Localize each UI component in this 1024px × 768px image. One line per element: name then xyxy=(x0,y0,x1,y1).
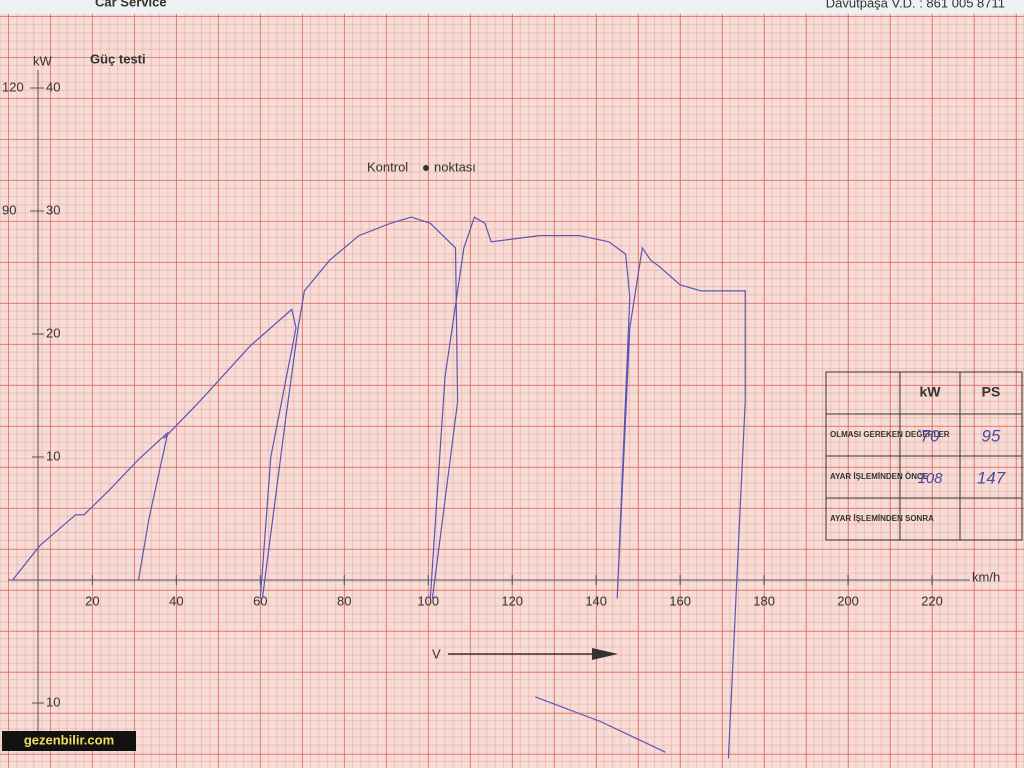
annotation: noktası xyxy=(434,159,476,174)
y-axis-label: kW xyxy=(33,53,53,68)
cell: 70 xyxy=(921,426,940,445)
power-curve xyxy=(12,216,746,759)
x-tick-label: 140 xyxy=(585,593,607,608)
cell: 108 xyxy=(917,470,943,487)
watermark: gezenbilir.com xyxy=(24,732,114,747)
annotation: Kontrol xyxy=(367,159,408,174)
y-tick-label: 40 xyxy=(46,79,60,94)
y-tick-label: 20 xyxy=(46,325,60,340)
y-tick-label: 10 xyxy=(46,448,60,463)
x-tick-label: 120 xyxy=(501,593,523,608)
x-tick-label: 100 xyxy=(417,593,439,608)
x-tick-label: 160 xyxy=(669,593,691,608)
x-tick-label: 200 xyxy=(837,593,859,608)
x-tick-label: 180 xyxy=(753,593,775,608)
annotation: V xyxy=(432,646,441,661)
header-left: Car Service xyxy=(95,0,167,9)
header-strip xyxy=(0,0,1024,14)
row-label: OLMASI GEREKEN DEĞERLER xyxy=(830,430,950,439)
watermark-bg xyxy=(2,731,136,751)
x-tick-label: 60 xyxy=(253,593,267,608)
y-tick-label: 10 xyxy=(46,694,60,709)
x-tick-label: 80 xyxy=(337,593,351,608)
row-label: AYAR İŞLEMİNDEN ÖNCE xyxy=(830,472,929,481)
y2-tick-label: 120 xyxy=(2,79,24,94)
row-label: AYAR İŞLEMİNDEN SONRA xyxy=(830,514,934,523)
x-axis-label: km/h xyxy=(972,569,1000,584)
header-right: Davutpaşa V.D. : 861 005 8711 xyxy=(826,0,1005,10)
cell: 147 xyxy=(977,468,1006,487)
value-table: kW PS OLMASI GEREKEN DEĞERLER AYAR İŞLEM… xyxy=(825,371,1023,541)
x-tick-label: 220 xyxy=(921,593,943,608)
arrow-head xyxy=(592,648,618,660)
table-header: kW xyxy=(920,384,942,400)
y2-tick-label: 90 xyxy=(2,202,16,217)
chart-title: Güç testi xyxy=(90,51,146,66)
control-dot xyxy=(423,165,429,171)
x-tick-label: 40 xyxy=(169,593,183,608)
x-tick-label: 20 xyxy=(85,593,99,608)
cell: 95 xyxy=(982,426,1001,445)
y-tick-label: 30 xyxy=(46,202,60,217)
table-header: PS xyxy=(982,384,1001,400)
